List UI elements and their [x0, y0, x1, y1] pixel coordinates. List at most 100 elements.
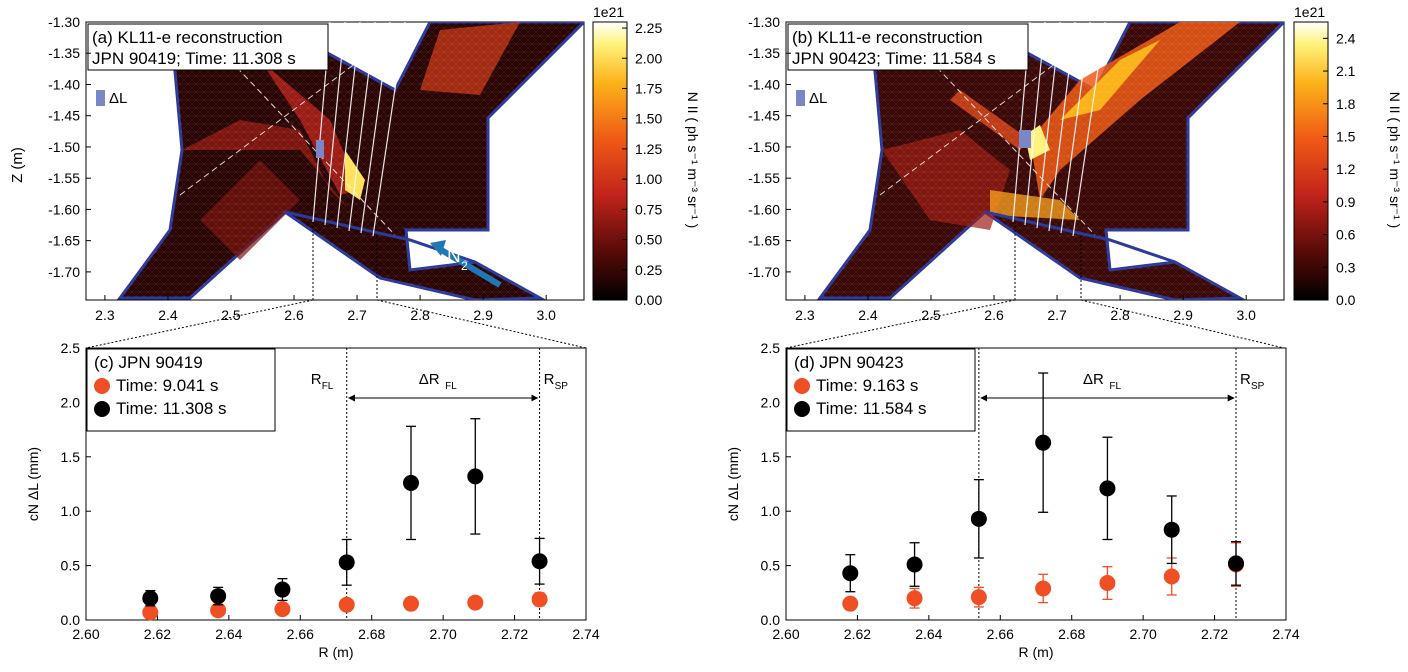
cbar-tick-label: 1.25 [635, 141, 662, 157]
y-tick-label: -1.50 [48, 139, 80, 155]
y-tick-label: 1.0 [761, 503, 781, 519]
x-tick-label: 2.3 [95, 307, 115, 323]
y-tick-label: 2.5 [61, 340, 81, 356]
x-tick-label: 2.68 [1058, 626, 1085, 642]
delta-r-label: ΔR [419, 371, 440, 388]
y-tick-label: -1.35 [48, 45, 80, 61]
cbar-tick-label: 0.75 [635, 201, 662, 217]
legend-marker [94, 401, 110, 417]
zoom-connectors [85, 222, 1285, 349]
x-tick-label: 2.4 [158, 307, 178, 323]
x-tick-label: 2.7 [347, 307, 367, 323]
data-point [210, 588, 227, 605]
panel-b-title-box [787, 23, 1029, 71]
y-tick-label: 2.0 [61, 394, 81, 410]
panel-b-axes: -1.30 -1.35 -1.40 -1.45 -1.50 -1.55 -1.60 -1.65… [748, 14, 1256, 323]
panel-a-reconstruction: ΔL N 2 (a) KL11-e reconstruction JPN 904… [9, 4, 701, 323]
dL-box-b [1019, 130, 1031, 148]
r-sp-subscript: SP [555, 381, 569, 392]
y-tick-label: -1.65 [48, 233, 80, 249]
data-point [531, 553, 548, 570]
y-tick-label: 1.0 [61, 503, 81, 519]
y-tick-label: -1.40 [48, 76, 80, 92]
data-point [842, 595, 859, 612]
cbar-tick-label: 1.50 [635, 111, 662, 127]
data-point [1035, 434, 1052, 451]
data-point [1035, 580, 1052, 597]
panel-a-subtitle: JPN 90419; Time: 11.308 s [92, 49, 296, 68]
cbar-tick-label: 0.9 [1336, 194, 1356, 210]
y-tick-label: -1.45 [48, 108, 80, 124]
x-tick-label: 2.9 [473, 307, 493, 323]
cbar-tick-label: 2.1 [1336, 63, 1356, 79]
data-point [1163, 521, 1180, 538]
y-tick-label: 1.5 [61, 449, 81, 465]
x-tick-label: 2.8 [1110, 307, 1130, 323]
chart-c: 0.0 0.5 1.0 1.5 2.0 2.5 2.60 2.62 2.64 2.66 2.68 2.… [25, 340, 600, 660]
y-tick-label: -1.45 [748, 108, 780, 124]
plot-frame [85, 347, 587, 621]
x-tick-label: 2.3 [795, 307, 815, 323]
x-tick-label: 2.7 [1047, 307, 1067, 323]
y-tick-label: -1.55 [48, 170, 80, 186]
n2-label: N [447, 246, 461, 267]
cbar-tick-label: 1.5 [1336, 128, 1356, 144]
cbar-tick-label: 0.3 [1336, 259, 1356, 275]
x-tick-label: 2.60 [72, 626, 99, 642]
panel-a-title: (a) KL11-e reconstruction [92, 28, 283, 47]
panel-a-title-box [87, 23, 329, 71]
y-tick-label: -1.70 [748, 264, 780, 280]
y-tick-label: 0.0 [61, 612, 81, 628]
legend-label: Time: 11.584 s [816, 399, 927, 418]
plot-frame [785, 347, 1287, 621]
y-tick-label: -1.50 [748, 139, 780, 155]
x-tick-label: 2.62 [844, 626, 871, 642]
x-tick-label: 2.74 [572, 626, 599, 642]
data-point [1099, 480, 1116, 497]
colorbar-a-ticks: 0.00 0.25 0.50 0.75 1.00 1.25 1.50 1.75 2.00 2.25 [622, 20, 662, 308]
legend: (c) JPN 90419 Time: 9.041 s Time: 11.308 s [86, 348, 276, 432]
x-tick-label: 2.64 [215, 626, 242, 642]
data-point [338, 554, 355, 571]
x-tick-label: 2.66 [987, 626, 1014, 642]
data-point [1228, 555, 1244, 572]
data-point [842, 565, 859, 582]
chart-title: (d) JPN 90423 [794, 353, 904, 372]
x-tick-label: 2.70 [430, 626, 457, 642]
legend-label: Time: 9.163 s [816, 376, 918, 395]
x-tick-label: 2.64 [915, 626, 942, 642]
cbar-tick-label: 0.25 [635, 262, 662, 278]
dL-legend-label: ΔL [109, 90, 127, 107]
y-tick-label: -1.40 [748, 76, 780, 92]
y-tick-label: -1.30 [748, 14, 780, 30]
x-axis-label: R (m) [319, 644, 354, 660]
cbar-tick-label: 0.00 [635, 292, 662, 308]
panel-a-axes: -1.30 -1.35 -1.40 -1.45 -1.50 -1.55 -1.60 -1.65… [48, 14, 556, 323]
n2-subscript: 2 [461, 259, 468, 273]
cbar-tick-label: 1.75 [635, 80, 662, 96]
x-tick-label: 2.6 [284, 307, 304, 323]
y-tick-label: -1.70 [48, 264, 80, 280]
x-tick-label: 2.9 [1173, 307, 1193, 323]
data-point [1163, 568, 1180, 585]
colorbar-b-ticks: 0.0 0.3 0.6 0.9 1.2 1.5 1.8 2.1 2.4 [1323, 30, 1356, 308]
data-point [274, 581, 291, 598]
dL-legend-swatch-b [796, 90, 805, 106]
delta-r-subscript: FL [445, 381, 457, 392]
y-tick-label: -1.30 [48, 14, 80, 30]
data-point [467, 468, 484, 485]
y-tick-label: 1.5 [761, 449, 781, 465]
colorbar-b [1293, 21, 1329, 301]
x-tick-label: 2.72 [501, 626, 528, 642]
cbar-tick-label: 2.00 [635, 50, 662, 66]
legend-box [86, 348, 276, 432]
delta-r-label: ΔR [1083, 371, 1104, 388]
panel-b-title: (b) KL11-e reconstruction [792, 28, 983, 47]
r-sp-label: R [544, 371, 555, 388]
y-tick-label: -1.60 [748, 201, 780, 217]
colorbar-b-exponent: 1e21 [1294, 4, 1325, 20]
cbar-tick-label: 2.4 [1336, 30, 1356, 46]
chart-title: (c) JPN 90419 [94, 353, 203, 372]
x-tick-label: 2.62 [144, 626, 171, 642]
x-tick-label: 2.74 [1272, 626, 1299, 642]
